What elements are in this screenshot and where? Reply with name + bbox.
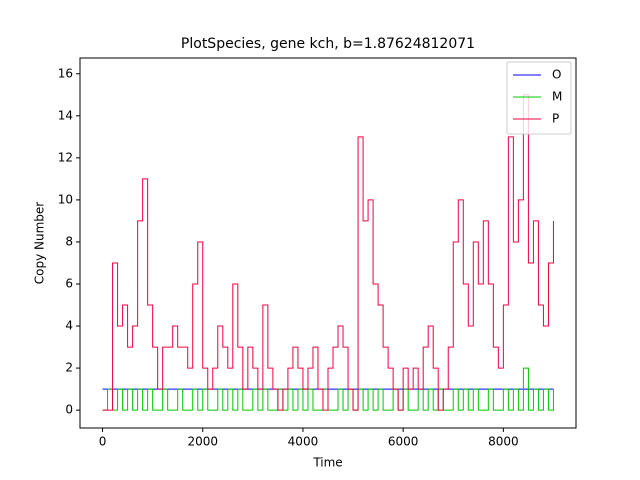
y-tick-label: 4 xyxy=(65,319,73,333)
x-tick-label: 6000 xyxy=(388,435,419,449)
y-tick-label: 2 xyxy=(65,361,73,375)
x-tick-label: 2000 xyxy=(187,435,218,449)
y-axis-label: Copy Number xyxy=(33,202,47,285)
series-line xyxy=(102,367,554,411)
y-tick-label: 10 xyxy=(58,192,73,206)
y-tick-label: 6 xyxy=(65,276,73,290)
plot-frame xyxy=(79,57,577,429)
x-tick-label: 8000 xyxy=(488,435,519,449)
y-tick-label: 0 xyxy=(65,403,73,417)
legend-box xyxy=(506,61,572,135)
x-tick-label: 4000 xyxy=(288,435,319,449)
y-tick-label: 16 xyxy=(58,66,73,80)
legend-label: M xyxy=(552,90,562,104)
y-tick-label: 12 xyxy=(58,150,73,164)
y-tick-label: 14 xyxy=(58,108,73,122)
x-axis-label: Time xyxy=(312,456,342,470)
y-tick-label: 8 xyxy=(65,234,73,248)
series-line xyxy=(102,94,554,411)
legend-label: O xyxy=(552,68,561,82)
legend-label: P xyxy=(552,112,559,126)
chart-title: PlotSpecies, gene kch, b=1.87624812071 xyxy=(181,36,475,52)
x-tick-label: 0 xyxy=(99,435,107,449)
